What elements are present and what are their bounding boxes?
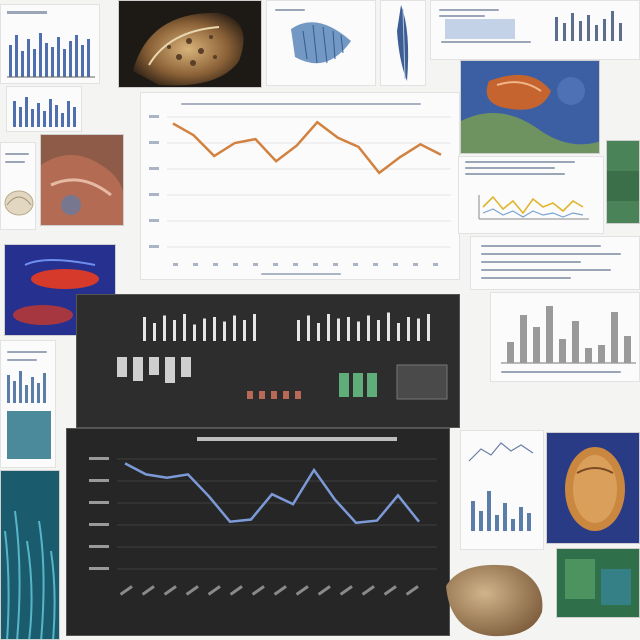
photo-organ-blue-svg <box>461 61 599 153</box>
thumbnail-vertical-specimen <box>380 0 426 86</box>
strip-bar <box>297 320 300 341</box>
yellow-line-chart-svg <box>478 195 589 220</box>
photo-green-strip-svg <box>607 141 639 223</box>
thumbnail-figure-left-small <box>0 142 36 230</box>
thumbnail-paper-right-middle <box>470 236 640 290</box>
dark-panel-strips <box>76 294 460 428</box>
gray-bar <box>520 315 527 363</box>
thumbnail-bar-chart-small-svg <box>13 97 76 127</box>
gray-bar <box>624 336 631 363</box>
thumbnail-paper-left-middle <box>0 340 56 468</box>
strip-bar <box>347 317 350 341</box>
gray-bar <box>533 327 540 363</box>
dark-panel-strips-svg <box>77 295 459 427</box>
photo-aquatic-plants-svg <box>1 471 59 639</box>
dark-strip-right <box>297 312 430 341</box>
strip-bar <box>337 318 340 341</box>
thumbnail-yellow-line-chart <box>458 156 604 234</box>
strip-bar <box>203 318 206 341</box>
photo-specimen-orange <box>546 432 640 544</box>
strip-bar <box>377 320 380 341</box>
thumbnail-paper-right-lower <box>460 430 544 550</box>
thumbnail-paper-top-right <box>430 0 640 60</box>
photo-rock-svg <box>446 564 543 637</box>
strip-bar <box>407 317 410 341</box>
photo-green-strip <box>606 140 640 224</box>
dark-strip-left <box>143 314 256 341</box>
gray-bar <box>546 306 553 363</box>
strip-bar <box>367 315 370 341</box>
strip-bar <box>417 318 420 341</box>
strip-bar <box>153 323 156 341</box>
thumbnail-bar-chart-top-left <box>0 4 100 84</box>
gray-bar-chart-svg <box>501 306 636 364</box>
photo-green-bottom-right-svg <box>557 549 639 617</box>
thumbnail-blue-sketch <box>266 0 376 86</box>
photo-green-bottom-right <box>556 548 640 618</box>
gray-bar <box>611 312 618 363</box>
blue-sketch-svg <box>291 22 351 64</box>
photo-shell-brown-svg <box>133 12 244 86</box>
gray-bar <box>507 342 514 363</box>
photo-specimen-orange-svg <box>547 433 639 543</box>
strip-bar <box>223 321 226 341</box>
thumbnail-bar-chart-small <box>6 86 82 132</box>
strip-bar <box>173 320 176 341</box>
photo-tissue-red-svg <box>41 135 123 225</box>
strip-bar <box>307 315 310 341</box>
dark-line-chart <box>66 428 450 636</box>
thumbnail-gray-bar-chart <box>490 292 640 382</box>
strip-bar <box>327 314 330 341</box>
strip-bar <box>233 315 236 341</box>
photo-rock <box>442 556 550 640</box>
strip-bar <box>397 323 400 341</box>
photo-tissue-red <box>40 134 124 226</box>
dark-line-series <box>124 462 420 525</box>
strip-bar <box>183 314 186 341</box>
strip-bar <box>213 317 216 341</box>
strip-bar <box>253 314 256 341</box>
photo-organ-blue <box>460 60 600 154</box>
strip-bar <box>143 317 146 341</box>
dark-line-chart-svg <box>67 429 449 635</box>
thumbnail-bar-chart-svg <box>7 11 95 78</box>
strip-bar <box>243 320 246 341</box>
gray-bar <box>585 348 592 363</box>
strip-bar <box>163 315 166 341</box>
strip-bar <box>357 321 360 341</box>
gray-bar <box>598 345 605 363</box>
gray-bar <box>572 321 579 363</box>
shell-sketch <box>4 190 34 216</box>
strip-bar <box>193 324 196 341</box>
paper-right-lower-svg <box>468 442 534 531</box>
gray-bar <box>559 339 566 363</box>
main-line-chart <box>140 92 460 280</box>
top-right-mini-chart <box>445 11 622 41</box>
paper-left-middle-svg <box>7 371 51 459</box>
main-line-chart-svg <box>149 115 451 266</box>
vertical-specimen-svg <box>397 5 409 81</box>
strip-bar <box>387 312 390 341</box>
strip-bar <box>427 314 430 341</box>
strip-bar <box>317 323 320 341</box>
photo-shell-brown <box>118 0 262 88</box>
main-line-series <box>172 120 442 175</box>
photo-aquatic-plants <box>0 470 60 640</box>
